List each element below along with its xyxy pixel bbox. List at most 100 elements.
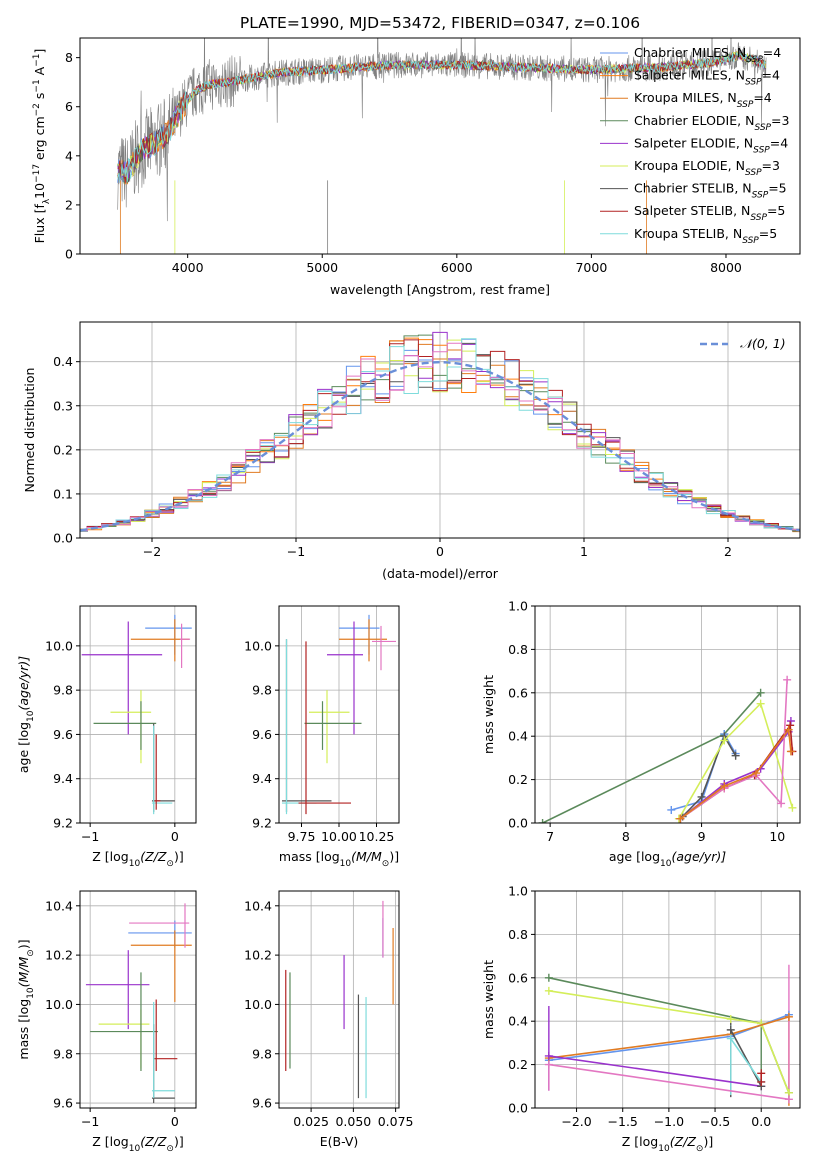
weight-point-marker <box>786 721 795 730</box>
mass_vs_Z-frame: −1 0 9.6 9.8 10.0 10.2 10.4 <box>45 890 197 1129</box>
weight-point-marker <box>757 1069 766 1078</box>
y-tick-label: 10.0 <box>45 638 73 653</box>
errorbar-point <box>93 701 157 750</box>
y-tick-label: 2 <box>65 197 73 212</box>
weight-point-marker <box>676 814 685 823</box>
errorbar-point <box>110 690 152 764</box>
legend-label: Salpeter ELODIE, NSSP=4 <box>634 135 788 155</box>
weight-point-marker <box>777 799 786 808</box>
errorbar-point <box>129 903 190 948</box>
y-axis-label: mass [log10(M/M⊙)] <box>16 939 36 1059</box>
mass_vs_ebv-plot-area <box>285 900 394 1099</box>
x-tick-label: 4000 <box>172 260 204 275</box>
x-tick-label: 6000 <box>441 260 473 275</box>
y-tick-label: 8 <box>65 50 73 65</box>
x-tick-label: −2 <box>143 544 161 559</box>
axes-frame <box>534 605 801 824</box>
mass_vs_Z-plot-area <box>85 903 192 1104</box>
x-tick-label: 8000 <box>710 260 742 275</box>
residuals-frame: −2 −1 0 1 2 0.0 0.1 0.2 0.3 0.4 <box>53 321 801 559</box>
y-tick-label: 9.6 <box>53 1096 73 1111</box>
weight_vs_Z-plot-area <box>544 964 793 1106</box>
weight-series-line <box>548 1055 762 1088</box>
weight-point-marker <box>786 717 795 726</box>
x-axis-label: E(B-V) <box>320 1134 359 1149</box>
y-tick-label: 9.6 <box>252 727 272 742</box>
x-tick-label: −1 <box>81 1114 99 1129</box>
x-tick-label: 2 <box>724 544 732 559</box>
legend-label: Kroupa ELODIE, NSSP=3 <box>634 158 780 178</box>
y-tick-label: 0.8 <box>508 927 528 942</box>
weight-point-marker <box>720 782 729 791</box>
weight-point-marker <box>756 688 765 697</box>
age_vs_Z-axes <box>80 606 196 824</box>
age_vs_mass-plot-area <box>282 614 396 815</box>
weight-point-marker <box>788 803 797 812</box>
x-tick-label: 0 <box>436 544 444 559</box>
y-tick-label: 0.2 <box>53 442 73 457</box>
age-vs-Z-labels: Z [log10(Z/Z⊙)] age [log10(age/yr)] <box>16 656 184 869</box>
x-axis-label: Z [log10(Z/Z⊙)] <box>622 1134 713 1154</box>
weight-series-line <box>729 1029 762 1087</box>
axes-frame <box>534 890 801 1109</box>
y-tick-label: 0.4 <box>53 354 73 369</box>
y-tick-label: 0.4 <box>508 1014 528 1029</box>
y-tick-label: 10.4 <box>244 898 272 913</box>
y-tick-label: 9.2 <box>53 816 73 831</box>
age-vs-mass-labels: mass [log10(M/M⊙)] <box>279 849 399 869</box>
y-tick-label: 9.4 <box>252 771 272 786</box>
x-tick-label: 10.00 <box>321 829 357 844</box>
weight-point-marker <box>731 751 740 760</box>
weight-point-marker <box>544 1060 553 1069</box>
errorbar-point <box>98 1009 150 1069</box>
x-tick-label: 5000 <box>306 260 338 275</box>
axes-frame <box>79 37 801 255</box>
weight_vs_age-plot-area <box>538 675 797 823</box>
mass-vs-Z-labels: Z [log10(Z/Z⊙)] mass [log10(M/M⊙)] <box>16 939 184 1154</box>
residuals-plot-area <box>80 331 800 533</box>
weight-point-marker <box>544 973 553 982</box>
weight-point-marker <box>752 769 761 778</box>
y-axis-label: mass weight <box>481 960 496 1039</box>
x-tick-label: 1 <box>580 544 588 559</box>
y-tick-label: 0.0 <box>508 1101 528 1116</box>
y-tick-label: 0.6 <box>508 970 528 985</box>
weight_vs_Z-axes <box>535 890 800 1109</box>
legend-label: 𝒩(0, 1) <box>740 336 786 351</box>
y-tick-label: 10.2 <box>45 948 73 963</box>
errorbar-point <box>154 999 178 1072</box>
x-axis-label: Z [log10(Z/Z⊙)] <box>92 849 183 869</box>
weight-point-marker <box>726 1034 735 1043</box>
errorbar-point <box>151 725 173 815</box>
y-tick-label: 9.2 <box>252 816 272 831</box>
weight-point-marker <box>538 819 547 823</box>
y-tick-label: 0.6 <box>508 685 528 700</box>
weight-point-marker <box>726 1025 735 1034</box>
errorbar-point <box>128 920 192 948</box>
age_vs_Z-plot-area <box>81 614 192 815</box>
weight-point-marker <box>757 1077 766 1086</box>
y-tick-label: 0.1 <box>53 486 73 501</box>
x-tick-label: 8 <box>622 829 630 844</box>
weight-point-marker <box>726 1015 735 1024</box>
model-spectrum-line <box>117 50 767 183</box>
weight-point-marker <box>784 1012 793 1021</box>
weight-point-marker <box>783 675 792 684</box>
y-tick-label: 0 <box>65 247 73 262</box>
y-tick-label: 1.0 <box>508 599 528 614</box>
y-tick-label: 10.2 <box>244 948 272 963</box>
errorbar-point <box>339 619 387 662</box>
spectrum-plot-area <box>117 38 767 254</box>
errorbar-point <box>179 623 191 668</box>
y-tick-label: 10.0 <box>45 997 73 1012</box>
x-axis-label: age [log10(age/yr)] <box>609 849 726 869</box>
errorbar-point <box>304 701 362 750</box>
errorbar-point <box>85 950 150 1030</box>
mass-vs-ebv-labels: E(B-V) <box>320 1134 359 1149</box>
errorbar-point <box>339 614 380 655</box>
errorbar-point <box>282 639 317 815</box>
x-tick-label: 9.75 <box>288 829 316 844</box>
residual-histogram-step <box>80 342 800 532</box>
y-tick-label: 0.0 <box>508 816 528 831</box>
legend-label: Salpeter STELIB, NSSP=5 <box>634 203 785 223</box>
